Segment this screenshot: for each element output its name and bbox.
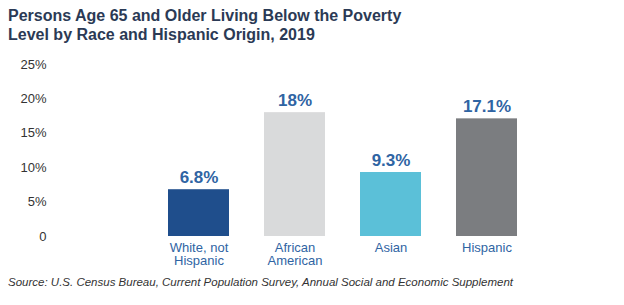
svg-text:5%: 5% — [28, 194, 47, 209]
svg-text:6.8%: 6.8% — [180, 168, 219, 187]
svg-text:0: 0 — [39, 229, 46, 244]
svg-text:Asian: Asian — [375, 240, 408, 255]
svg-text:17.1%: 17.1% — [463, 97, 511, 116]
svg-text:White, notHispanic: White, notHispanic — [170, 240, 229, 268]
svg-text:9.3%: 9.3% — [372, 151, 411, 170]
html-text:Source: U.S. Census Bureau, Cu: Source: U.S. Census Bureau, Current Popu… — [8, 276, 513, 288]
svg-text:20%: 20% — [20, 91, 46, 106]
svg-text:15%: 15% — [20, 125, 46, 140]
svg-text:10%: 10% — [20, 160, 46, 175]
svg-text:Hispanic: Hispanic — [462, 240, 512, 255]
svg-text:AfricanAmerican: AfricanAmerican — [268, 240, 323, 268]
svg-text:25%: 25% — [20, 57, 46, 72]
svg-text:18%: 18% — [278, 91, 312, 110]
html-text:Persons Age 65 and Older Livin: Persons Age 65 and Older Living Below th… — [8, 7, 402, 43]
